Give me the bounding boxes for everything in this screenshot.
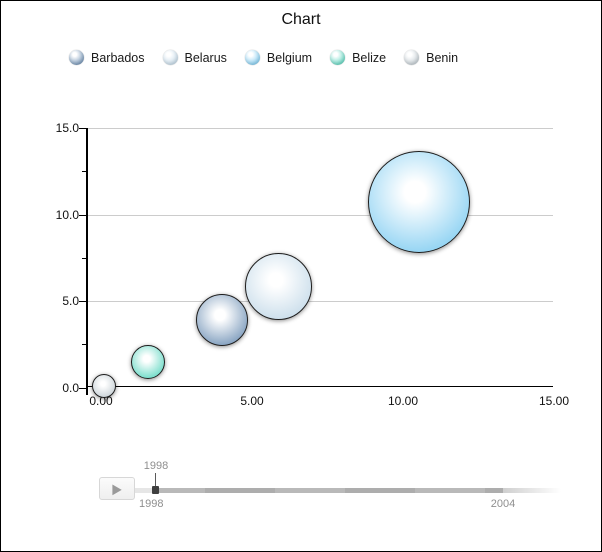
legend-bubble-icon [69,50,84,65]
play-icon: ▶ [112,480,122,497]
y-axis-major-tick [79,387,86,389]
play-button[interactable]: ▶ [99,477,135,500]
x-axis-label: 15.00 [538,394,570,408]
legend-label: Benin [426,50,459,65]
gridline-y-5 [86,301,553,302]
bubble-belgium[interactable] [368,151,471,254]
x-axis-label: 10.00 [387,394,419,408]
timeline-start-year: 1998 [139,498,164,510]
y-axis-label: 15.0 [55,121,79,135]
y-axis-major-tick [79,301,86,302]
x-axis-label: 5.00 [240,394,264,408]
timeline-handle-pointer [155,473,156,487]
y-axis-minor-tick [82,171,86,173]
gridline-y-10 [86,214,553,216]
legend-label: Barbados [91,50,145,65]
y-axis-line [86,128,88,395]
y-axis-major-tick [79,128,86,129]
bubble-belarus[interactable] [244,252,312,320]
legend-bubble-icon [244,50,260,65]
legend-item-belarus[interactable]: Belarus [162,50,227,65]
legend-item-barbados[interactable]: Barbados [69,50,145,65]
timeline-end-year: 2004 [490,498,516,510]
legend-item-belgium[interactable]: Belgium [244,50,313,65]
bubble-benin[interactable] [92,373,117,398]
legend-label: Belgium [266,50,313,65]
legend-bubble-icon [404,50,420,65]
timeline-track-played [135,488,153,493]
gridline-y-15 [86,128,553,129]
x-axis-line [86,385,553,387]
legend: Barbados Belarus Belgium Belize Benin [69,50,458,65]
timeline-track[interactable] [135,488,503,493]
y-axis-label: 5.0 [62,294,79,308]
chart-title: Chart [281,11,321,28]
timeline-handle[interactable] [152,486,159,494]
bubble-barbados[interactable] [195,294,248,347]
legend-item-benin[interactable]: Benin [404,50,458,65]
y-axis-minor-tick [82,257,86,259]
y-axis-label: 0.0 [62,380,79,395]
legend-label: Belarus [184,50,227,65]
y-axis-label: 10.0 [55,207,79,222]
legend-bubble-icon [330,50,346,65]
legend-label: Belize [352,50,387,65]
y-axis-major-tick [79,214,86,216]
legend-item-belize[interactable]: Belize [330,50,386,65]
timeline-track-fade [503,488,561,493]
legend-bubble-icon [162,50,178,65]
bubble-belize[interactable] [130,344,165,379]
timeline-current-year: 1998 [143,460,169,472]
y-axis-minor-tick [82,344,86,346]
